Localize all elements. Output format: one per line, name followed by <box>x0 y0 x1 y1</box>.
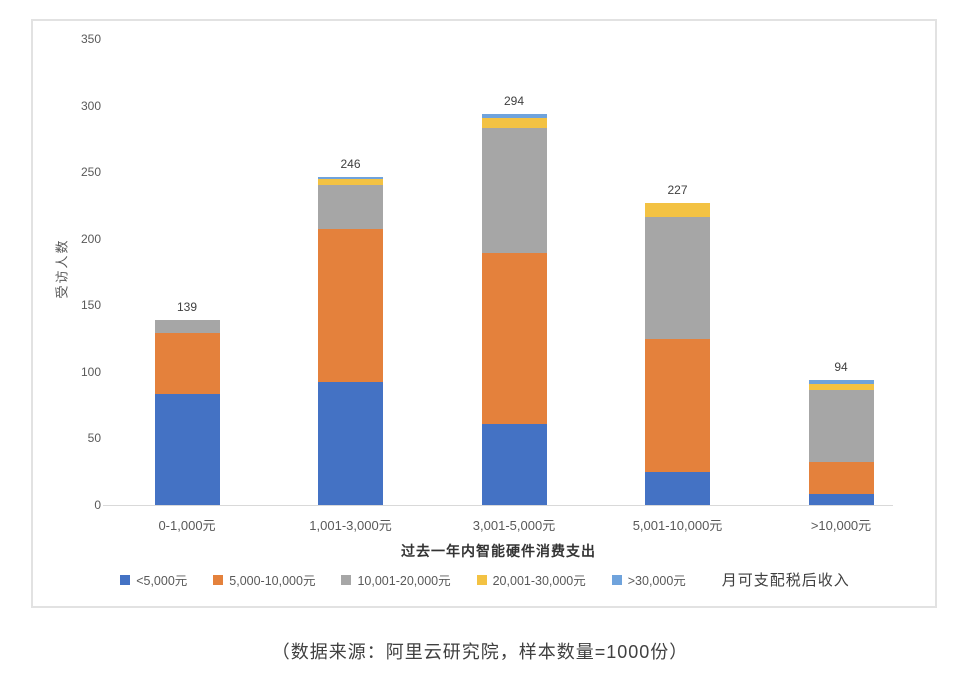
bar-0-1,000元 <box>154 319 220 505</box>
bar-segment <box>645 217 710 339</box>
legend-swatch-icon <box>611 574 622 585</box>
bar-segment <box>154 394 220 505</box>
legend: <5,000元 5,000-10,000元 10,001-20,000元 20,001… <box>35 569 935 590</box>
bar-total-label: 227 <box>667 182 688 197</box>
bar-segment <box>154 333 220 395</box>
legend-label: 10,001-20,000元 <box>357 574 451 588</box>
legend-label: <5,000元 <box>136 574 188 588</box>
y-tick-label: 100 <box>80 364 101 379</box>
bar-segment <box>808 494 874 505</box>
y-tick-label: 0 <box>94 498 101 512</box>
legend-swatch-icon <box>476 574 487 585</box>
y-tick-label: 250 <box>80 165 101 180</box>
legend-item: <5,000元 <box>120 570 187 589</box>
legend-item: 10,001-20,000元 <box>341 570 451 589</box>
legend-item: 5,000-10,000元 <box>213 570 315 589</box>
source-caption: （数据来源：阿里云研究院，样本数量=1000份） <box>271 642 689 662</box>
x-tick-label: 1,001-3,000元 <box>309 518 392 533</box>
bar-segment <box>481 117 547 129</box>
y-tick-label: 350 <box>80 32 101 46</box>
bar-1,001-3,000元 <box>318 177 383 505</box>
bar-segment <box>318 177 383 179</box>
bar-segment <box>645 471 710 505</box>
bar-total-label: 294 <box>503 93 525 108</box>
bar-segment <box>318 229 383 383</box>
chart-frame: 受访人数 0 50 100 150 200 250 300 350 139 246 294 227 9… <box>31 19 937 608</box>
bar-segment <box>154 319 220 334</box>
x-tick-label: 3,001-5,000元 <box>472 518 556 533</box>
y-tick-label: 50 <box>87 431 101 446</box>
bar-segment <box>481 113 547 118</box>
y-tick-label: 150 <box>80 298 101 313</box>
x-axis-line <box>103 505 893 506</box>
bar-segment <box>808 379 874 384</box>
bar-segment <box>318 178 383 186</box>
bar-segment <box>318 185 383 230</box>
x-tick-label: 0-1,000元 <box>158 518 216 533</box>
x-axis-title: 过去一年内智能硬件消费支出 <box>401 543 596 559</box>
bar-segment <box>481 423 547 505</box>
bar-total-label: 94 <box>834 359 848 374</box>
bar-3,001-5,000元 <box>481 113 547 505</box>
legend-item: 20,001-30,000元 <box>476 570 586 589</box>
legend-item: >30,000元 <box>611 570 686 589</box>
legend-label: 5,000-10,000元 <box>229 574 316 588</box>
legend-label: 20,001-30,000元 <box>492 574 586 588</box>
bar-segment <box>645 338 710 472</box>
bar-segment <box>808 383 874 391</box>
bar-segment <box>808 390 874 463</box>
legend-swatch-icon <box>341 574 352 585</box>
x-tick-label: >10,000元 <box>810 518 872 533</box>
bar-segment <box>481 253 547 424</box>
bar-segment <box>481 128 547 254</box>
legend-swatch-icon <box>213 574 224 585</box>
bar-segment <box>645 202 710 218</box>
bar-total-label: 139 <box>176 299 198 314</box>
bar->10,000元 <box>808 379 874 505</box>
bar-segment <box>808 462 874 495</box>
legend-label: >30,000元 <box>627 574 686 588</box>
legend-note: 月可支配税后收入 <box>721 572 850 589</box>
legend-swatch-icon <box>120 574 131 585</box>
bar-5,001-10,000元 <box>645 202 710 505</box>
y-tick-label: 300 <box>80 98 101 113</box>
bar-total-label: 246 <box>340 157 361 172</box>
y-tick-label: 200 <box>80 231 101 246</box>
bar-segment <box>318 382 383 505</box>
x-tick-label: 5,001-10,000元 <box>632 518 723 533</box>
